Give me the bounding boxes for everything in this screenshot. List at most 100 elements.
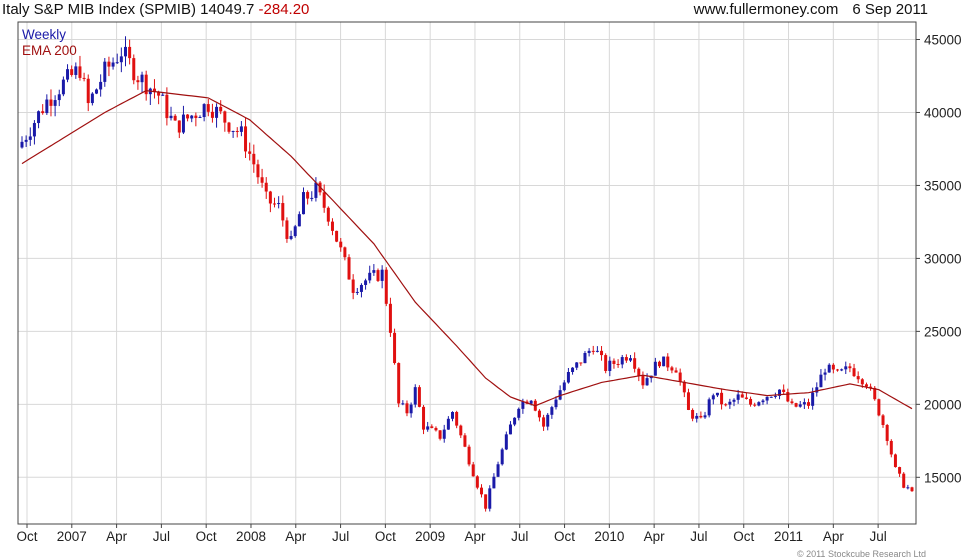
candle-body — [388, 303, 392, 333]
candle-body — [244, 126, 248, 152]
candle-body — [260, 177, 264, 183]
candle-body — [451, 412, 455, 419]
candle-body — [297, 214, 301, 227]
candle-body — [823, 372, 827, 375]
candle-body — [910, 487, 914, 492]
x-tick-label: 2007 — [57, 529, 87, 544]
candle-body — [488, 488, 492, 509]
candle-body — [724, 404, 728, 406]
candle-body — [384, 269, 388, 304]
candle-body — [769, 396, 773, 398]
candle-body — [848, 366, 852, 369]
candle-body — [504, 434, 508, 450]
x-tick-label: 2011 — [774, 529, 803, 544]
candle-body — [881, 415, 885, 426]
candle-body — [144, 74, 148, 95]
candle-body — [749, 398, 753, 405]
candle-body — [165, 94, 169, 119]
candle-body — [645, 378, 649, 386]
candle-body — [757, 402, 761, 406]
candle-body — [463, 435, 467, 447]
candle-body — [413, 387, 417, 405]
candle-body — [364, 280, 368, 285]
candle-body — [591, 350, 595, 352]
candle-body — [695, 415, 699, 419]
candle-body — [281, 203, 285, 221]
candle-body — [268, 191, 272, 204]
candle-body — [782, 389, 786, 393]
candle-body — [877, 399, 881, 416]
legend-weekly: Weekly — [22, 27, 67, 42]
candle-body — [794, 403, 798, 407]
candle-body — [732, 399, 736, 402]
x-tick-label: Jul — [690, 529, 707, 544]
candle-body — [157, 92, 161, 96]
candle-body — [600, 350, 604, 356]
candle-body — [703, 415, 707, 418]
candle-body — [128, 46, 132, 59]
plot-border — [17, 21, 917, 525]
candle-body — [78, 66, 82, 78]
candle-body — [479, 487, 483, 495]
candle-body — [32, 123, 36, 137]
candle-body — [802, 402, 806, 405]
candle-body — [720, 392, 724, 405]
candle-body — [587, 350, 591, 354]
header-right: www.fullermoney.com 6 Sep 2011 — [680, 1, 928, 18]
candle-body — [347, 257, 351, 280]
candle-body — [289, 236, 293, 239]
candle-body — [215, 106, 219, 118]
candle-body — [285, 220, 289, 239]
candle-body — [190, 115, 194, 119]
candle-body — [206, 104, 210, 112]
candle-body — [422, 406, 426, 430]
candle-body — [107, 61, 111, 67]
candle-body — [152, 88, 156, 93]
candle-body — [136, 80, 140, 83]
candle-body — [90, 93, 94, 104]
candle-body — [86, 78, 90, 104]
candle-body — [595, 350, 599, 352]
x-tick-label: Oct — [16, 529, 37, 544]
candle-body — [181, 114, 185, 133]
chart-header: Italy S&P MIB Index (SPMIB) 14049.7 -284… — [0, 0, 980, 22]
candle-body — [74, 66, 78, 75]
candle-body — [235, 130, 239, 132]
candle-body — [653, 361, 657, 376]
candle-body — [728, 401, 732, 405]
candle-body — [277, 203, 281, 205]
candle-body — [376, 270, 380, 281]
candle-body — [471, 464, 475, 477]
candle-body — [70, 69, 74, 75]
candle-body — [682, 381, 686, 393]
candle-body — [426, 426, 430, 430]
x-tick-label: 2010 — [594, 529, 624, 544]
candle-body — [459, 425, 463, 436]
candle-body — [773, 395, 777, 397]
candle-body — [517, 408, 521, 418]
candle-body — [219, 106, 223, 112]
candle-body — [273, 203, 277, 205]
x-tick-label: Jul — [869, 529, 886, 544]
candle-body — [380, 269, 384, 281]
candle-body — [608, 360, 612, 371]
candle-body — [409, 404, 413, 414]
candle-body — [835, 369, 839, 371]
candle-body — [864, 384, 868, 387]
candle-body — [629, 358, 633, 361]
candle-body — [248, 151, 252, 154]
candle-body — [620, 357, 624, 365]
candle-body — [889, 440, 893, 455]
candle-body — [554, 399, 558, 408]
candle-body — [239, 126, 243, 132]
candle-body — [335, 230, 339, 242]
candle-body — [666, 356, 670, 368]
candle-body — [885, 425, 889, 441]
candle-body — [82, 77, 86, 79]
candle-body — [434, 427, 438, 431]
candle-body — [24, 139, 28, 142]
candle-body — [45, 99, 49, 114]
x-tick-label: Apr — [106, 529, 128, 544]
candle-body — [670, 367, 674, 371]
candle-body — [438, 430, 442, 439]
